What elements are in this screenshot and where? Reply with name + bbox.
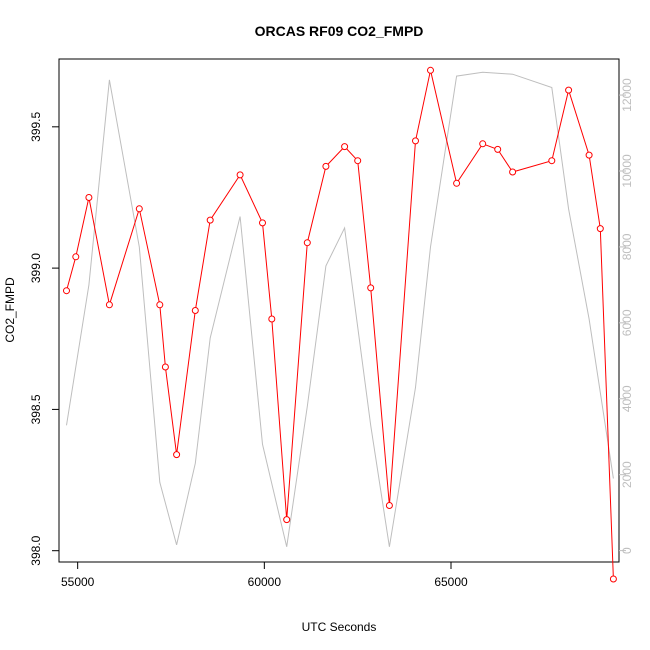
primary-point-29 bbox=[596, 225, 604, 233]
primary-point-28 bbox=[585, 151, 593, 159]
primary-point-21 bbox=[427, 66, 434, 74]
x-axis: 55000 60000 65000 bbox=[61, 562, 468, 589]
primary-point-25 bbox=[509, 168, 517, 176]
y2-tick-label-3: 6000 bbox=[620, 309, 634, 336]
y2-tick-label-5: 10000 bbox=[620, 154, 634, 188]
primary-point-5 bbox=[156, 301, 164, 309]
y-tick-label-3: 399.5 bbox=[29, 111, 43, 141]
primary-point-8 bbox=[191, 307, 199, 314]
primary-point-10 bbox=[236, 171, 244, 179]
y-axis-label: CO2_FMPD bbox=[3, 277, 17, 343]
primary-point-1 bbox=[72, 253, 80, 261]
primary-point-2 bbox=[85, 194, 93, 201]
primary-point-9 bbox=[206, 216, 214, 224]
primary-point-0 bbox=[63, 287, 70, 295]
y2-tick-label-0: 0 bbox=[620, 547, 634, 554]
primary-point-6 bbox=[161, 363, 169, 371]
y-tick-label-2: 399.0 bbox=[29, 253, 43, 283]
y2-tick-label-2: 4000 bbox=[620, 385, 634, 412]
primary-point-15 bbox=[322, 162, 330, 170]
primary-series-line bbox=[66, 70, 614, 580]
y2-tick-label-4: 8000 bbox=[620, 233, 634, 260]
primary-point-19 bbox=[385, 502, 393, 509]
y-tick-label-1: 398.5 bbox=[29, 394, 43, 424]
chart-title: ORCAS RF09 CO2_FMPD bbox=[255, 23, 424, 39]
y-axis: 398.0 398.5 399.0 399.5 bbox=[29, 111, 59, 566]
x-axis-label: UTC Seconds bbox=[302, 620, 377, 634]
primary-point-22 bbox=[453, 179, 461, 187]
primary-point-24 bbox=[494, 145, 502, 153]
y2-tick-label-6: 12000 bbox=[620, 78, 634, 112]
primary-point-4 bbox=[135, 205, 143, 213]
primary-point-17 bbox=[354, 157, 362, 165]
primary-point-23 bbox=[479, 140, 487, 148]
primary-point-11 bbox=[259, 219, 266, 227]
primary-point-20 bbox=[412, 137, 419, 145]
primary-point-12 bbox=[268, 315, 276, 323]
secondary-y-axis: 0 2000 4000 6000 8000 10000 12000 bbox=[619, 78, 634, 554]
secondary-series-line bbox=[66, 71, 614, 547]
primary-point-18 bbox=[367, 284, 375, 292]
primary-point-26 bbox=[548, 157, 556, 165]
primary-point-3 bbox=[105, 301, 113, 309]
y-tick-label-0: 398.0 bbox=[29, 535, 43, 565]
primary-point-7 bbox=[173, 451, 181, 459]
x-tick-label-2: 65000 bbox=[434, 575, 468, 589]
primary-point-27 bbox=[565, 86, 573, 94]
primary-point-30 bbox=[609, 575, 617, 583]
y2-tick-label-1: 2000 bbox=[620, 461, 634, 488]
primary-point-14 bbox=[303, 239, 311, 247]
x-tick-label-0: 55000 bbox=[61, 575, 95, 589]
primary-point-13 bbox=[283, 516, 291, 524]
primary-point-16 bbox=[341, 143, 349, 151]
x-tick-label-1: 60000 bbox=[248, 575, 282, 589]
series-layer bbox=[63, 66, 617, 583]
plot-frame bbox=[58, 58, 620, 563]
